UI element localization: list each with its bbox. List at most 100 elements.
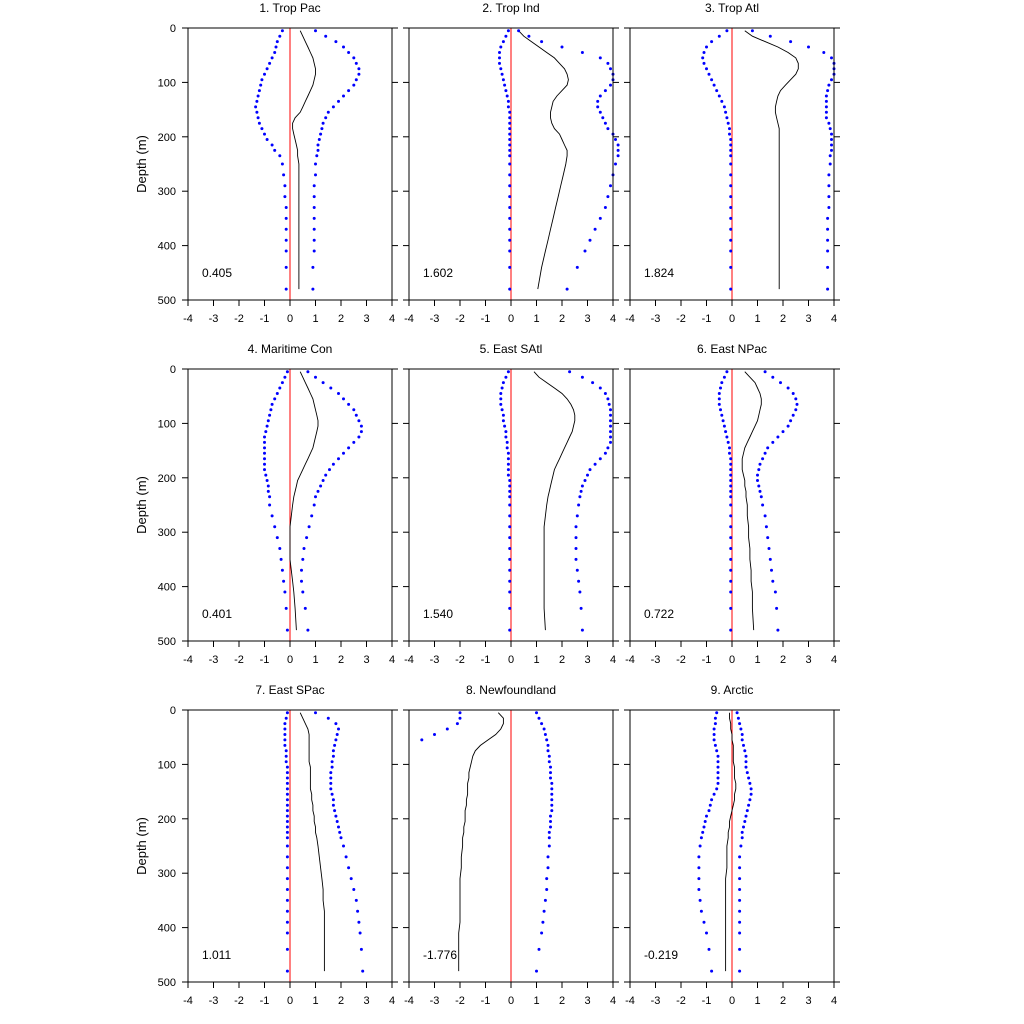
bound-point	[306, 628, 310, 632]
bound-point	[735, 711, 739, 715]
bound-point	[713, 716, 717, 720]
x-tick-label: -2	[676, 995, 686, 1007]
x-tick-label: 3	[805, 313, 811, 325]
x-tick-label: 4	[389, 654, 395, 666]
bound-point	[263, 446, 266, 450]
bound-point	[331, 462, 335, 466]
bound-point	[729, 265, 733, 269]
bound-point	[285, 765, 289, 769]
bound-point	[331, 754, 335, 758]
bound-point	[740, 836, 744, 840]
bound-point	[598, 110, 602, 114]
bound-point	[458, 711, 462, 715]
bound-point	[312, 227, 316, 231]
bound-point	[748, 781, 752, 785]
bound-point	[712, 733, 716, 736]
bound-point	[285, 711, 289, 715]
bound-point	[738, 969, 742, 973]
bound-point	[724, 110, 728, 114]
bound-point	[508, 216, 512, 220]
bound-point	[725, 29, 729, 33]
x-tick-label: 1	[312, 995, 318, 1007]
x-tick-label: -4	[183, 995, 193, 1007]
bound-point	[537, 947, 541, 951]
bound-point	[826, 265, 830, 269]
bound-point	[713, 722, 717, 726]
panel-title: 6. East NPac	[697, 342, 767, 356]
bound-point	[725, 370, 729, 374]
x-tick-label: -2	[455, 313, 465, 325]
bound-point	[357, 67, 361, 71]
bound-point	[504, 375, 508, 379]
bound-point	[744, 754, 748, 758]
bound-point	[263, 457, 266, 461]
bound-point	[338, 830, 342, 834]
x-tick-label: -1	[702, 313, 712, 325]
bound-point	[580, 484, 584, 488]
x-tick-label: -2	[455, 654, 465, 666]
y-tick-label: 0	[170, 23, 176, 35]
bound-point	[273, 397, 277, 401]
bound-point	[583, 249, 587, 253]
bound-point	[326, 716, 330, 720]
bound-point	[827, 206, 831, 209]
bound-point	[537, 716, 541, 720]
bound-point	[740, 830, 744, 834]
bound-point	[540, 722, 544, 726]
bound-point	[285, 836, 289, 840]
bound-point	[500, 72, 504, 76]
bound-point	[268, 413, 272, 417]
bound-point	[303, 606, 307, 610]
bound-point	[319, 484, 323, 488]
bound-point	[508, 227, 512, 231]
bound-point	[580, 51, 584, 54]
bound-point	[349, 877, 353, 881]
bound-point	[285, 888, 289, 891]
bound-point	[712, 83, 716, 87]
bound-point	[549, 776, 552, 780]
bound-point	[508, 628, 512, 632]
bound-point	[729, 249, 733, 253]
bound-point	[324, 473, 328, 477]
bound-point	[342, 45, 345, 49]
bound-point	[284, 287, 288, 291]
bound-point	[598, 386, 602, 390]
bound-point	[830, 132, 833, 136]
bound-point	[768, 34, 772, 38]
bound-point	[826, 287, 830, 291]
bound-point	[699, 909, 703, 913]
bound-point	[750, 29, 754, 33]
bound-point	[358, 931, 362, 935]
bound-point	[729, 489, 733, 493]
mean-line	[725, 712, 737, 972]
bound-point	[311, 287, 315, 291]
bound-point	[574, 557, 578, 561]
x-tick-label: 1	[533, 654, 539, 666]
bound-point	[280, 162, 284, 166]
bound-point	[603, 206, 607, 209]
bound-point	[729, 138, 733, 141]
bound-point	[279, 557, 283, 561]
bound-point	[543, 898, 547, 902]
bound-point	[256, 94, 260, 98]
y-axis-label: Depth (m)	[134, 817, 149, 875]
x-tick-label: 1	[312, 654, 318, 666]
bound-point	[357, 419, 361, 423]
bound-point	[824, 105, 828, 109]
bound-point	[725, 435, 729, 439]
bound-point	[359, 424, 363, 428]
bound-point	[729, 148, 733, 152]
bound-point	[312, 206, 316, 209]
bound-point	[603, 392, 607, 395]
bound-point	[609, 408, 612, 412]
bound-point	[335, 820, 339, 823]
bound-point	[283, 738, 287, 742]
bound-point	[508, 121, 512, 125]
bound-point	[705, 45, 708, 49]
bound-point	[606, 127, 610, 131]
bound-point	[729, 628, 733, 632]
bound-point	[278, 154, 282, 158]
bound-point	[257, 121, 261, 125]
bound-point	[771, 375, 775, 379]
bound-point	[707, 947, 711, 951]
